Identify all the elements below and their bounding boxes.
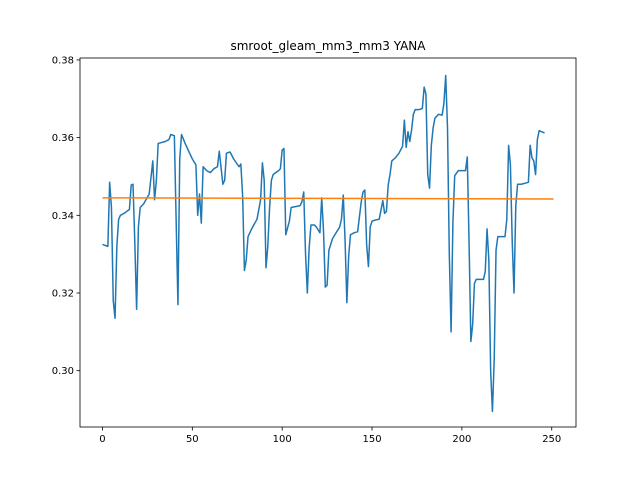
y-tick-label: 0.34 (52, 211, 74, 222)
x-tick-label: 200 (452, 434, 471, 445)
y-tick-label: 0.36 (52, 133, 74, 144)
x-tick-label: 50 (186, 434, 199, 445)
series-layer (102, 74, 554, 413)
x-tick-label: 250 (542, 434, 561, 445)
plot-frame (79, 57, 577, 428)
series-line-0 (102, 74, 545, 413)
y-tick-label: 0.30 (52, 366, 74, 377)
y-tick-label: 0.38 (52, 55, 74, 66)
x-tick-label: 100 (273, 434, 292, 445)
x-tick-label: 0 (99, 434, 105, 445)
y-tick-label: 0.32 (52, 288, 74, 299)
chart-title: smroot_gleam_mm3_mm3 YANA (230, 39, 426, 53)
series-line-1 (102, 197, 554, 200)
x-tick-label: 150 (362, 434, 381, 445)
y-axis: 0.30 0.32 0.34 0.36 0.38 (52, 55, 80, 377)
plot-area (80, 58, 576, 427)
x-axis: 0 50 100 150 200 250 (99, 427, 561, 445)
